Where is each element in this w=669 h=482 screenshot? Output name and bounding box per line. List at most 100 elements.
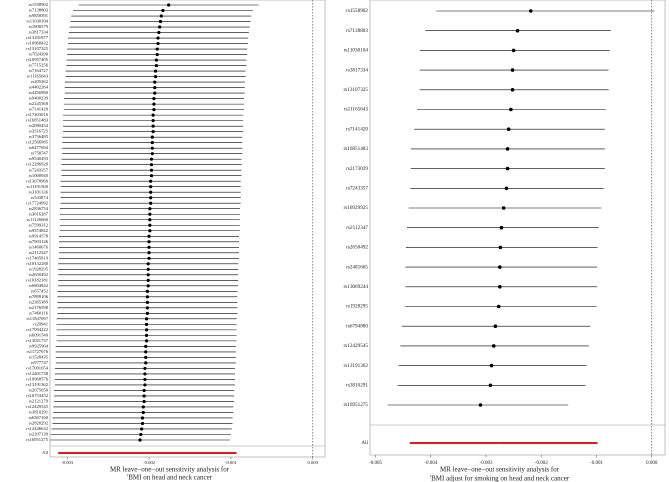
row-label: rs3817334 — [346, 67, 368, 73]
point-estimate — [144, 339, 149, 343]
point-estimate — [496, 304, 501, 309]
point-estimate — [151, 130, 155, 134]
row-label: All — [361, 440, 368, 446]
row-label: rs10968432 — [26, 41, 48, 46]
point-estimate — [515, 28, 520, 33]
point-estimate — [143, 383, 147, 387]
row-label: rs13107325 — [344, 87, 369, 93]
point-estimate — [498, 265, 502, 269]
point-estimate — [145, 311, 149, 315]
row-label: rs11727676 — [26, 349, 48, 354]
point-estimate — [144, 317, 149, 321]
point-estimate — [150, 141, 154, 145]
point-estimate — [142, 394, 146, 398]
point-estimate — [148, 212, 152, 216]
row-label: rs7138803 — [29, 8, 49, 13]
row-label: rs13191362 — [344, 363, 369, 369]
point-estimate — [493, 324, 498, 329]
point-estimate — [151, 113, 155, 117]
point-estimate — [145, 295, 149, 299]
point-estimate — [510, 68, 515, 72]
point-estimate — [149, 185, 153, 189]
row-label: rs10968576 — [26, 376, 48, 381]
row-label: rs2173039 — [346, 166, 368, 172]
point-estimate — [142, 388, 146, 393]
row-label: rs11191560 — [27, 184, 49, 189]
point-estimate — [144, 333, 149, 337]
row-label: rs16951275 — [344, 402, 369, 408]
row-label: rs17001654 — [26, 365, 48, 370]
row-label: rs977747 — [31, 360, 49, 365]
point-estimate — [149, 201, 153, 205]
row-label: rs758747 — [31, 151, 49, 156]
point-estimate — [139, 432, 143, 437]
point-estimate — [144, 361, 148, 365]
point-estimate — [148, 229, 152, 233]
point-estimate — [147, 245, 151, 249]
summary-point — [502, 441, 505, 445]
row-label: rs2112347 — [346, 225, 368, 231]
row-label: rs10929925 — [344, 205, 369, 211]
row-label: rs1558902 — [346, 8, 368, 14]
row-label: rs12401738 — [26, 371, 48, 376]
point-estimate — [138, 438, 142, 442]
x-tick-label: -0.002 — [535, 461, 548, 466]
point-estimate — [149, 196, 153, 200]
point-estimate — [143, 366, 147, 371]
row-label: rs2075650 — [29, 388, 49, 393]
row-label: rs3016287 — [29, 211, 49, 216]
x-tick-label: 0.000 — [646, 461, 658, 466]
point-estimate — [144, 322, 149, 326]
row-label: rs1000940 — [29, 173, 49, 178]
row-label: rs1460676 — [29, 244, 49, 249]
x-tick-label: -0.003 — [61, 460, 74, 465]
point-estimate — [140, 416, 145, 420]
point-estimate — [144, 355, 148, 360]
point-estimate — [143, 377, 147, 382]
point-estimate — [154, 63, 158, 68]
row-label: rs1558902 — [29, 2, 49, 7]
point-estimate — [149, 168, 154, 172]
x-axis-title: MR leave−one−out sensitivity analysis fo… — [110, 466, 230, 474]
row-label: rs2112347 — [29, 250, 49, 255]
row-label: rs3101336 — [29, 189, 49, 194]
row-label: rs10132280 — [26, 261, 48, 266]
point-estimate — [488, 383, 493, 388]
row-label: rs17203016 — [26, 112, 48, 117]
point-estimate — [491, 344, 496, 348]
row-label: rs6794880 — [346, 323, 368, 329]
row-label: rs2836754 — [29, 206, 49, 211]
row-label: rs17094222 — [26, 327, 48, 332]
point-estimate — [150, 135, 154, 139]
point-estimate — [150, 146, 154, 150]
x-tick-label: -0.003 — [480, 461, 493, 466]
point-estimate — [144, 328, 149, 332]
row-label: rs13069244 — [344, 284, 369, 290]
point-estimate — [141, 410, 145, 415]
row-label: rs7141420 — [29, 107, 49, 112]
point-estimate — [152, 97, 156, 101]
point-estimate — [153, 74, 158, 79]
row-label: rs657452 — [31, 288, 49, 293]
point-estimate — [153, 69, 158, 73]
point-estimate — [140, 427, 144, 431]
row-label: rs12566985 — [26, 140, 48, 145]
row-label: rs7243357 — [346, 185, 368, 191]
x-axis-title: MR leave−one−out sensitivity analysis fo… — [440, 466, 560, 474]
point-estimate — [505, 166, 510, 171]
row-label: rs2481665 — [346, 264, 368, 270]
row-label: rs7141420 — [346, 126, 368, 132]
point-estimate — [140, 421, 145, 426]
row-label: rs2245368 — [29, 101, 49, 106]
point-estimate — [478, 403, 483, 407]
point-estimate — [151, 119, 155, 123]
point-estimate — [153, 80, 157, 84]
row-label: rs11030104 — [26, 19, 48, 24]
row-label: rs12286929 — [26, 162, 48, 167]
point-estimate — [146, 273, 150, 277]
row-label: rs13021737 — [26, 338, 48, 343]
row-label: rs1808579 — [29, 24, 49, 29]
row-label: rs16851483 — [344, 146, 369, 152]
point-estimate — [146, 267, 150, 271]
